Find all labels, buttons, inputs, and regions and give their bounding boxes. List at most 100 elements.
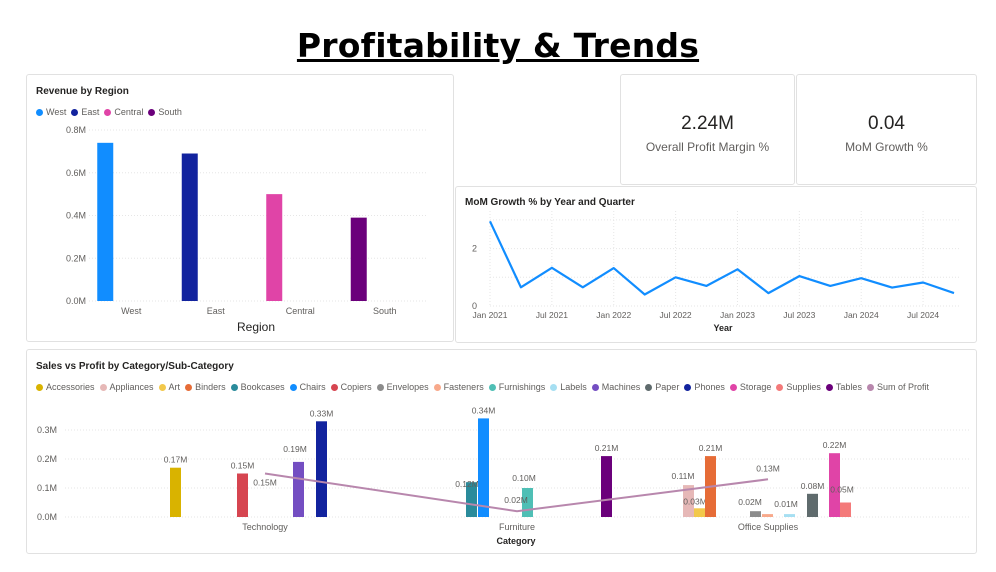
legend-item[interactable]: Chairs <box>289 382 326 392</box>
legend-item[interactable]: Sum of Profit <box>866 382 929 392</box>
legend-item[interactable]: Envelopes <box>376 382 429 392</box>
legend-swatch <box>158 383 166 391</box>
data-label: 0.34M <box>472 405 496 415</box>
bar <box>316 421 327 517</box>
profit-data-label: 0.15M <box>253 478 277 488</box>
legend-item[interactable]: Fasteners <box>433 382 484 392</box>
kpi-value: 0.04 <box>868 113 905 134</box>
legend-item[interactable]: South <box>148 107 182 117</box>
y-tick-label: 0.3M <box>37 425 57 435</box>
kpi-card-profit-margin[interactable]: 2.24M Overall Profit Margin % <box>620 74 795 185</box>
legend-label: Paper <box>655 382 680 392</box>
profit-data-label: 0.02M <box>504 495 528 505</box>
legend-item[interactable]: Labels <box>550 382 587 392</box>
x-tick-label: Jan 2024 <box>844 310 879 320</box>
legend-item[interactable]: Machines <box>591 382 641 392</box>
legend-swatch <box>645 383 653 391</box>
legend-item[interactable]: Binders <box>185 382 226 392</box>
legend-label: South <box>158 107 182 117</box>
x-tick-label: Jan 2021 <box>473 310 508 320</box>
legend-item[interactable]: Appliances <box>99 382 154 392</box>
data-label: 0.21M <box>595 443 619 453</box>
legend-label: Fasteners <box>443 382 484 392</box>
data-label: 0.19M <box>283 444 307 454</box>
data-label: 0.02M <box>738 497 762 507</box>
legend-item[interactable]: East <box>71 107 99 117</box>
data-label: 0.12M <box>455 479 479 489</box>
legend-label: Appliances <box>109 382 154 392</box>
data-label: 0.17M <box>164 455 188 465</box>
series-line <box>489 220 955 296</box>
revenue-by-region-panel[interactable]: Revenue by Region West East Central South 0… <box>26 74 454 342</box>
data-label: 0.08M <box>801 481 825 491</box>
x-tick-label: East <box>207 306 226 316</box>
legend-label: Phones <box>694 382 725 392</box>
chart-title: Revenue by Region <box>36 86 129 97</box>
x-tick-label: Jan 2023 <box>720 310 755 320</box>
bar <box>683 485 694 517</box>
kpi-card-mom-growth[interactable]: 0.04 MoM Growth % <box>796 74 977 185</box>
data-label: 0.22M <box>823 440 847 450</box>
x-tick-label: Jul 2023 <box>783 310 815 320</box>
x-tick-label: Jan 2022 <box>596 310 631 320</box>
x-tick-label: Jul 2022 <box>660 310 692 320</box>
x-tick-label: Central <box>286 306 315 316</box>
legend-item[interactable]: Accessories <box>36 382 95 392</box>
data-label: 0.21M <box>699 443 723 453</box>
x-tick-label: Jul 2021 <box>536 310 568 320</box>
legend-swatch <box>104 108 112 116</box>
legend-item[interactable]: West <box>36 107 66 117</box>
legend-item[interactable]: Art <box>158 382 180 392</box>
region-chart: 0.0M 0.2M 0.4M 0.6M 0.8M West East Central South… <box>66 125 427 334</box>
legend-swatch <box>185 383 193 391</box>
legend-swatch <box>230 383 238 391</box>
legend-swatch <box>148 108 156 116</box>
legend-item[interactable]: Phones <box>684 382 725 392</box>
legend-label: Labels <box>560 382 587 392</box>
legend-label: Copiers <box>340 382 372 392</box>
legend-label: West <box>46 107 67 117</box>
legend-item[interactable]: Copiers <box>330 382 372 392</box>
legend-item[interactable]: Central <box>104 107 143 117</box>
legend-swatch <box>825 383 833 391</box>
bar <box>350 217 367 301</box>
bar <box>601 456 612 517</box>
mom-growth-panel[interactable]: MoM Growth % by Year and Quarter 0 2 Jan 2… <box>455 186 977 343</box>
legend-swatch <box>99 383 107 391</box>
x-axis-title: Year <box>713 323 733 333</box>
x-axis-title: Category <box>496 536 535 546</box>
category-chart: 0.0M 0.1M 0.2M 0.3M 0.17M 0.15M 0.19M 0.33M 0.12… <box>37 405 969 546</box>
data-label: 0.15M <box>231 461 255 471</box>
legend-item[interactable]: Furnishings <box>488 382 545 392</box>
legend-item[interactable]: Supplies <box>776 382 821 392</box>
chart-title: Sales vs Profit by Category/Sub-Category <box>36 361 234 372</box>
y-tick-label: 0.2M <box>37 454 57 464</box>
data-label: 0.01M <box>774 499 798 509</box>
bar <box>840 502 851 517</box>
data-label: 0.33M <box>310 408 334 418</box>
y-tick-label: 0.6M <box>66 168 86 178</box>
sales-vs-profit-panel[interactable]: Sales vs Profit by Category/Sub-Category… <box>26 349 977 554</box>
legend-swatch <box>729 383 737 391</box>
legend-swatch <box>488 383 496 391</box>
legend-label: Supplies <box>786 382 821 392</box>
legend-swatch <box>866 383 874 391</box>
y-tick-label: 0.0M <box>66 296 86 306</box>
legend-label: Accessories <box>46 382 95 392</box>
bar <box>807 493 818 517</box>
legend-item[interactable]: Storage <box>729 382 771 392</box>
legend-item[interactable]: Tables <box>825 382 862 392</box>
x-tick-label: Technology <box>242 522 288 532</box>
legend-label: Envelopes <box>386 382 429 392</box>
x-tick-label: Jul 2024 <box>907 310 939 320</box>
legend-label: Machines <box>601 382 641 392</box>
y-tick-label: 0 <box>472 301 477 311</box>
x-tick-label: Furniture <box>499 522 535 532</box>
legend-item[interactable]: Paper <box>645 382 679 392</box>
legend-swatch <box>330 383 338 391</box>
legend-label: Chairs <box>299 382 326 392</box>
x-tick-label: Office Supplies <box>738 522 799 532</box>
bar <box>181 153 198 301</box>
kpi-label: MoM Growth % <box>845 140 928 154</box>
legend-item[interactable]: Bookcases <box>230 382 285 392</box>
